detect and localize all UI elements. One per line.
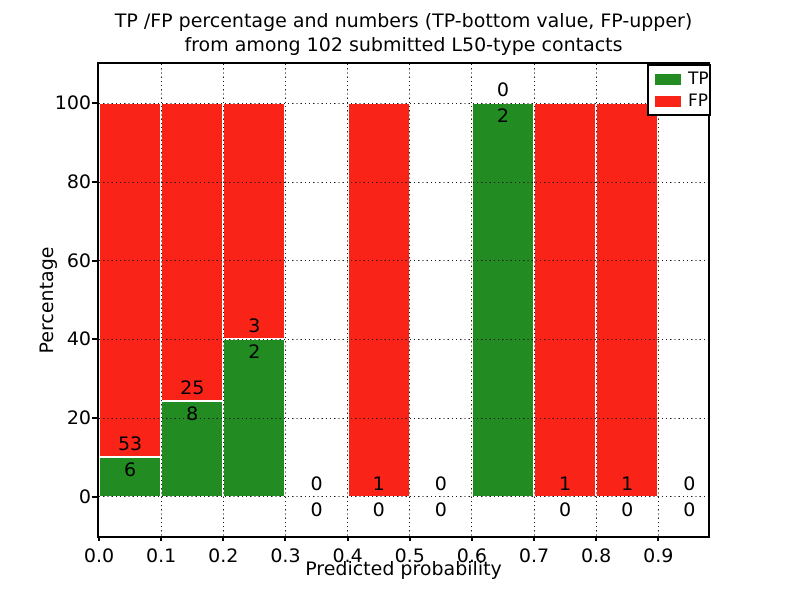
bar-fp-count-label: 0 xyxy=(496,79,509,102)
x-tick xyxy=(533,536,535,541)
gridline-vertical xyxy=(347,64,349,536)
x-tick-label: 0.8 xyxy=(581,545,612,567)
y-tick-label: 20 xyxy=(66,407,91,429)
x-tick-label: 0.0 xyxy=(83,545,115,567)
x-tick xyxy=(346,536,349,541)
legend-item-fp: FP xyxy=(655,92,708,110)
x-tick xyxy=(595,536,598,541)
x-tick-label: 0.5 xyxy=(394,545,425,567)
gridline-horizontal xyxy=(99,496,708,498)
gridline-vertical xyxy=(222,64,224,536)
bar-segment-fp xyxy=(99,103,162,457)
bar-segment-tp xyxy=(161,401,224,497)
bar-tp-count-label: 0 xyxy=(310,498,323,521)
x-tick-label: 0.4 xyxy=(332,545,363,567)
bar-segment-fp xyxy=(223,103,286,340)
legend-swatch-fp-icon xyxy=(655,95,681,107)
bar-tp-count-label: 8 xyxy=(186,403,199,426)
y-tick xyxy=(92,181,97,183)
bar-segment-fp xyxy=(161,103,224,402)
bar-fp-count-label: 1 xyxy=(559,472,572,495)
bar-fp-count-label: 0 xyxy=(310,472,323,495)
gridline-vertical xyxy=(409,64,411,536)
bar-fp-count-label: 1 xyxy=(372,472,385,495)
x-tick xyxy=(98,536,100,541)
gridline-horizontal xyxy=(99,338,708,340)
bar-tp-count-label: 6 xyxy=(124,458,137,481)
gridline-vertical xyxy=(471,64,473,536)
bar-fp-count-label: 3 xyxy=(248,315,261,338)
x-tick xyxy=(160,536,163,541)
y-tick xyxy=(92,338,97,341)
bar-tp-count-label: 2 xyxy=(496,105,509,128)
bar-fp-count-label: 1 xyxy=(621,472,634,495)
bar-tp-count-label: 2 xyxy=(248,341,261,364)
bar-tp-count-label: 0 xyxy=(621,498,634,521)
chart-title: TP /FP percentage and numbers (TP-bottom… xyxy=(97,9,710,57)
y-tick-label: 80 xyxy=(66,171,91,193)
gridline-horizontal xyxy=(99,260,708,262)
x-tick xyxy=(408,536,411,541)
x-tick-label: 0.1 xyxy=(146,545,177,567)
bar-segment-fp xyxy=(596,103,659,497)
bar-segment-tp xyxy=(471,103,534,497)
bar-tp-count-label: 0 xyxy=(372,498,385,521)
legend: TP FP xyxy=(647,64,711,116)
legend-label-tp: TP xyxy=(688,68,709,89)
bar-tp-count-label: 0 xyxy=(559,498,572,521)
gridline-horizontal xyxy=(99,102,708,104)
gridline-vertical xyxy=(657,64,659,536)
x-tick-label: 0.7 xyxy=(518,545,550,567)
bar-fp-count-label: 25 xyxy=(180,377,205,400)
y-tick xyxy=(92,417,97,419)
gridline-horizontal xyxy=(99,181,708,183)
y-tick-label: 0 xyxy=(78,485,91,508)
x-tick-label: 0.2 xyxy=(208,545,239,567)
gridline-vertical xyxy=(595,64,597,536)
y-tick-label: 100 xyxy=(54,92,91,115)
bar-fp-count-label: 0 xyxy=(434,472,447,495)
bar-segment-fp xyxy=(347,103,410,497)
gridline-horizontal xyxy=(99,417,708,419)
chart-title-line1: TP /FP percentage and numbers (TP-bottom… xyxy=(114,10,693,32)
x-axis-label: Predicted probability xyxy=(305,558,502,580)
y-tick xyxy=(92,259,97,262)
bar-segment-tp xyxy=(99,456,162,497)
legend-item-tp: TP xyxy=(655,70,709,88)
gridline-vertical xyxy=(533,64,535,536)
bar-fp-count-label: 0 xyxy=(683,472,696,495)
bar-tp-count-label: 0 xyxy=(683,498,696,521)
x-tick xyxy=(222,536,225,541)
legend-label-fp: FP xyxy=(688,90,709,111)
y-tick xyxy=(92,495,97,498)
bar-segment-fp xyxy=(534,103,597,497)
chart-title-line2: from among 102 submitted L50-type contac… xyxy=(184,34,623,56)
x-tick-label: 0.9 xyxy=(643,545,674,567)
legend-swatch-tp-icon xyxy=(655,73,681,85)
y-tick-label: 60 xyxy=(66,249,91,272)
gridline-vertical xyxy=(284,64,286,536)
x-tick xyxy=(284,536,287,541)
x-tick xyxy=(470,536,473,541)
bar-tp-count-label: 0 xyxy=(434,498,447,521)
y-tick xyxy=(92,102,97,105)
bar-fp-count-label: 53 xyxy=(117,432,143,455)
x-tick-label: 0.6 xyxy=(456,545,487,567)
plot-area: 53 6 25 8 3 2 0 0 1 0 0 0 0 2 1 0 1 0 0 0 xyxy=(97,62,710,538)
gridline-vertical xyxy=(160,64,162,536)
y-tick-label: 40 xyxy=(66,328,91,351)
x-tick xyxy=(657,536,660,541)
x-tick-label: 0.3 xyxy=(270,545,301,567)
